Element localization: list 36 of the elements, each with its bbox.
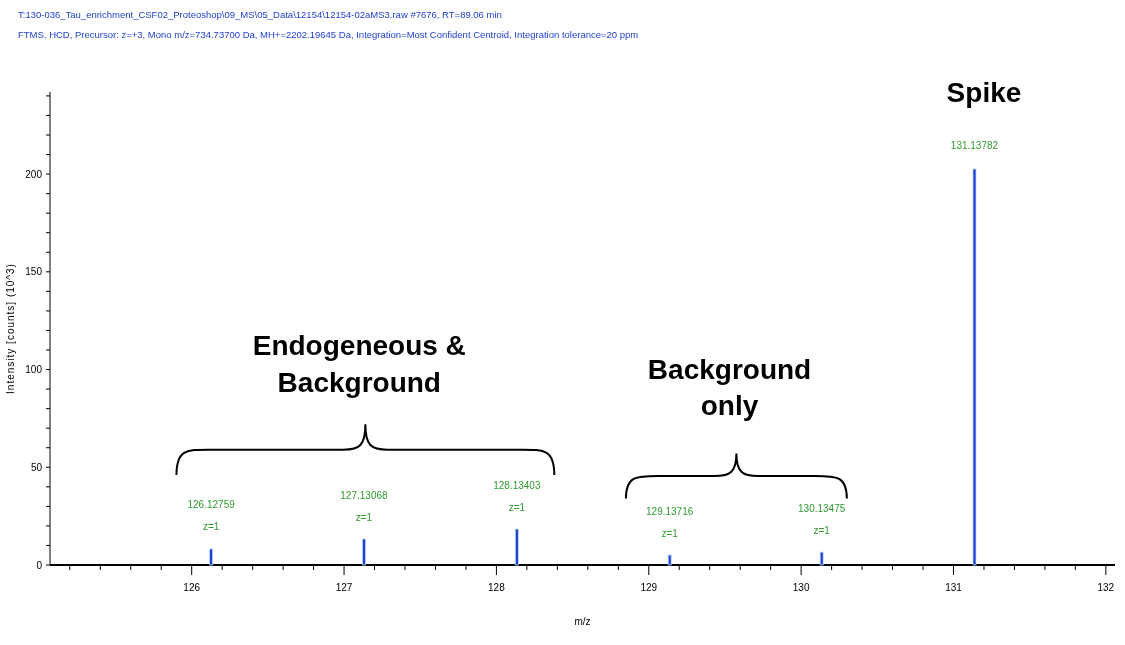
x-tick-label: 127 [335,582,353,593]
x-axis-title: m/z [574,616,591,627]
x-tick-label: 128 [488,582,506,593]
x-tick-label: 131 [945,582,963,593]
bar [819,551,824,566]
y-tick-label: 200 [25,168,43,180]
annotation: 129.13716 [646,505,694,517]
chart-title: T:130-036_Tau_enrichment_CSF02_Proteoshop\09_MS\05_Data\12154\12154-02aMS3.raw #7676, RT=89.06 min [18,9,502,20]
annotation: z=1 [813,524,831,536]
x-tick-label: 132 [1097,582,1115,593]
y-axis-title: Intensity [counts] (10^3) [5,263,16,394]
annotation: Background only [647,353,812,422]
annotation: z=1 [202,521,220,533]
annotation: 130.13475 [798,502,846,514]
bar [972,168,977,566]
y-tick-label: 150 [25,266,43,278]
annotation: z=1 [661,527,679,539]
annotation: 126.12759 [187,499,236,511]
x-tick-label: 129 [640,582,658,593]
y-tick-label: 100 [25,364,43,376]
annotation: Spike [946,76,1022,108]
y-tick-label: 0 [36,559,43,571]
y-tick-label: 50 [30,461,43,473]
bar [209,548,214,566]
bar [514,528,519,566]
x-tick-label: 126 [183,582,201,593]
annotation: 127.13068 [340,489,389,501]
annotation: z=1 [355,511,373,523]
x-tick-label: 130 [792,582,810,593]
annotation: Endogeneous & Background [252,330,466,398]
annotation: z=1 [508,501,526,513]
bar [667,554,672,566]
bar [362,538,366,566]
annotation: 128.13403 [493,479,541,491]
chart-subtitle: FTMS, HCD, Precursor: z=+3, Mono m/z=734.73700 Da, MH+=2202.19645 Da, Integration=Most Confident Centroid, Integration tolerance=20 ppm [18,29,639,40]
annotation: 131.13782 [950,139,999,151]
